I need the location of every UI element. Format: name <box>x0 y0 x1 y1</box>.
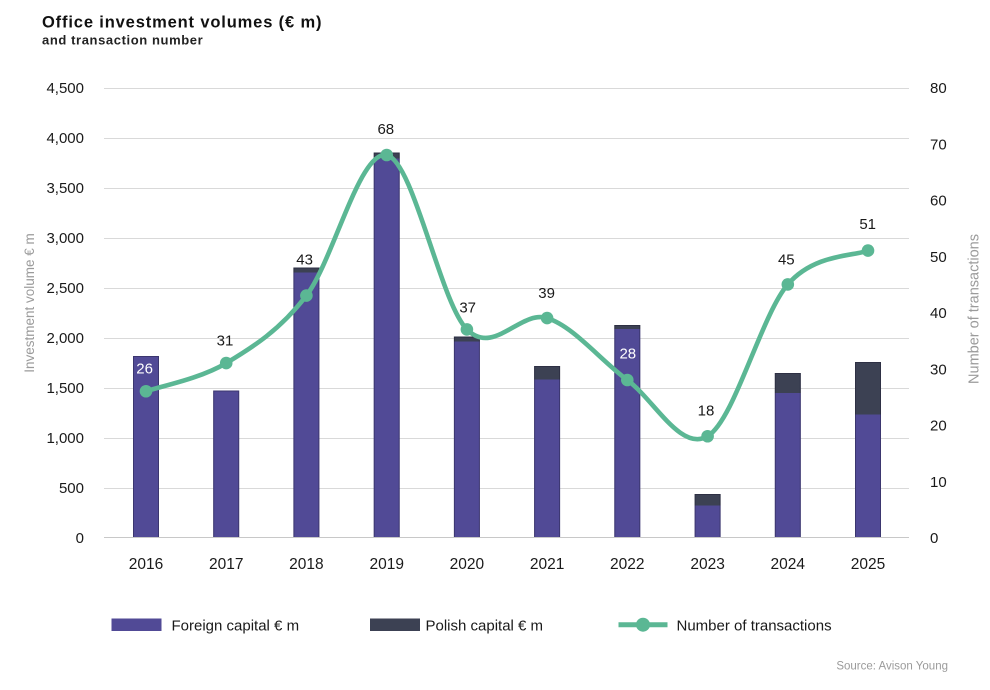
svg-text:50: 50 <box>930 249 947 266</box>
svg-text:500: 500 <box>59 480 84 497</box>
svg-text:1,000: 1,000 <box>46 430 84 447</box>
svg-text:31: 31 <box>217 333 234 350</box>
svg-text:and transaction number: and transaction number <box>42 33 203 48</box>
svg-text:40: 40 <box>930 305 947 322</box>
svg-text:2016: 2016 <box>129 556 163 573</box>
svg-text:2021: 2021 <box>530 556 564 573</box>
svg-text:37: 37 <box>459 300 476 317</box>
svg-text:20: 20 <box>930 418 947 435</box>
svg-text:2,000: 2,000 <box>46 330 84 347</box>
svg-text:2,500: 2,500 <box>46 280 84 297</box>
svg-text:51: 51 <box>859 216 876 233</box>
svg-text:68: 68 <box>377 121 394 138</box>
svg-text:3,500: 3,500 <box>46 180 84 197</box>
svg-text:1,500: 1,500 <box>46 380 84 397</box>
svg-text:70: 70 <box>930 136 947 153</box>
svg-text:45: 45 <box>778 252 795 269</box>
svg-text:2022: 2022 <box>610 556 644 573</box>
svg-text:3,000: 3,000 <box>46 230 84 247</box>
svg-text:18: 18 <box>698 403 715 420</box>
svg-text:Office investment volumes (€ m: Office investment volumes (€ m) <box>42 14 322 32</box>
svg-text:4,500: 4,500 <box>46 80 84 97</box>
svg-text:Source: Avison Young: Source: Avison Young <box>836 661 948 673</box>
svg-text:26: 26 <box>136 361 153 378</box>
svg-text:2018: 2018 <box>289 556 323 573</box>
svg-text:80: 80 <box>930 80 947 97</box>
svg-text:0: 0 <box>930 530 938 547</box>
svg-text:28: 28 <box>619 346 636 363</box>
svg-text:2025: 2025 <box>851 556 885 573</box>
svg-text:Polish capital € m: Polish capital € m <box>426 618 544 635</box>
svg-text:4,000: 4,000 <box>46 130 84 147</box>
svg-text:30: 30 <box>930 361 947 378</box>
svg-text:Number of transactions: Number of transactions <box>677 618 832 635</box>
svg-text:43: 43 <box>296 252 313 269</box>
svg-text:Number of transactions: Number of transactions <box>967 234 983 384</box>
svg-text:2019: 2019 <box>369 556 403 573</box>
svg-text:Foreign capital € m: Foreign capital € m <box>172 618 300 635</box>
svg-text:2017: 2017 <box>209 556 243 573</box>
svg-text:2024: 2024 <box>771 556 806 573</box>
svg-text:2023: 2023 <box>690 556 724 573</box>
svg-text:0: 0 <box>76 530 84 547</box>
svg-text:Investment volume € m: Investment volume € m <box>22 233 37 373</box>
svg-text:39: 39 <box>538 285 555 302</box>
svg-text:60: 60 <box>930 193 947 210</box>
svg-text:2020: 2020 <box>450 556 485 573</box>
svg-text:10: 10 <box>930 474 947 491</box>
